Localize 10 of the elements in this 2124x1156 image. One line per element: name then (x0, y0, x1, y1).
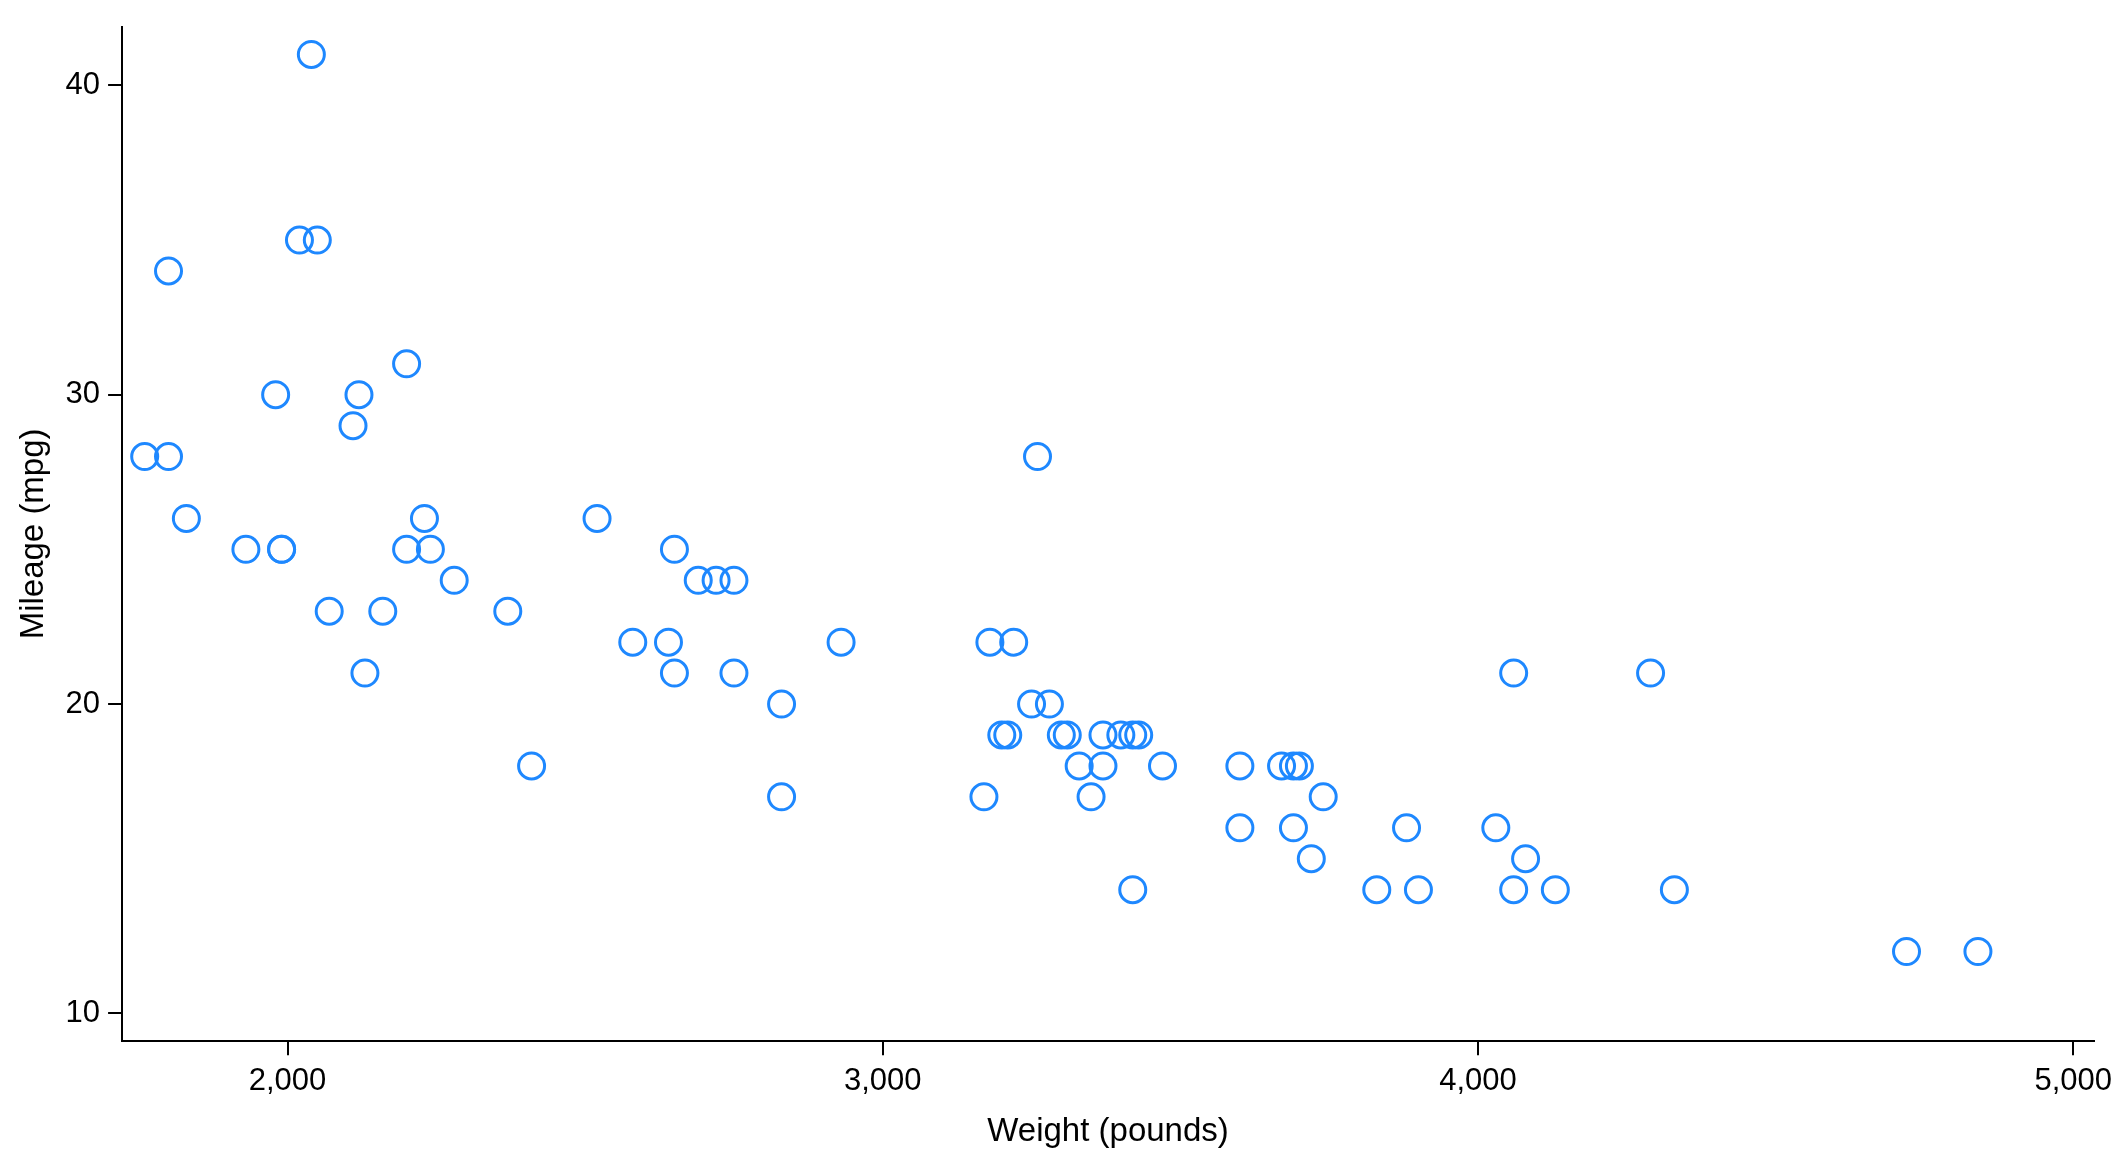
y-tick-label: 30 (65, 375, 101, 411)
y-axis-title: Mileage (mpg) (12, 428, 50, 640)
x-tick-label: 3,000 (843, 1062, 922, 1098)
y-tick-label: 10 (65, 993, 101, 1029)
y-tick-label: 20 (65, 684, 101, 720)
x-tick-label: 4,000 (1439, 1062, 1517, 1098)
x-axis-title: Weight (pounds) (987, 1111, 1229, 1149)
x-tick-label: 5,000 (2034, 1062, 2112, 1098)
y-tick-label: 40 (65, 65, 101, 101)
x-tick-label: 2,000 (248, 1062, 327, 1098)
